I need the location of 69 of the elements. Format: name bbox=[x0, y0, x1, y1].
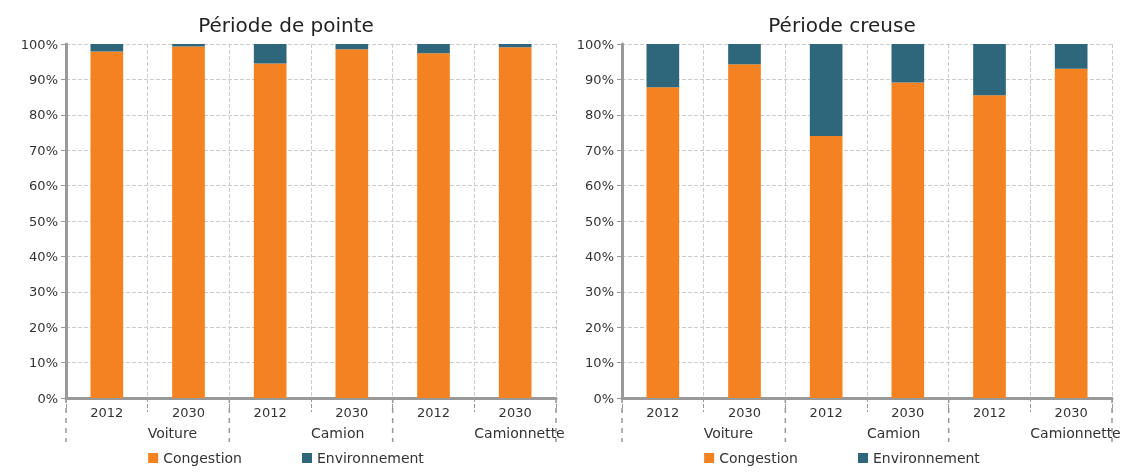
x-tick-label: 2012 bbox=[646, 405, 680, 420]
y-tick-label: 50% bbox=[29, 213, 58, 229]
x-tick-label: 2030 bbox=[1054, 405, 1088, 420]
bar bbox=[253, 44, 287, 64]
x-tick-label: 2030 bbox=[171, 405, 206, 420]
text: Camionnette bbox=[474, 425, 565, 441]
legend-label: Environnement bbox=[316, 450, 425, 466]
y-tick-label: 90% bbox=[29, 71, 58, 87]
text: Camion bbox=[311, 425, 365, 441]
bar bbox=[891, 44, 925, 83]
legend-label: Congestion bbox=[163, 450, 242, 466]
bar bbox=[335, 44, 369, 50]
x-tick-label: 2012 bbox=[416, 405, 451, 420]
y-tick-label: 10% bbox=[585, 355, 614, 371]
bar bbox=[973, 44, 1006, 96]
bar bbox=[90, 44, 124, 52]
y-tick-label: 70% bbox=[29, 142, 58, 158]
x-tick-label: 2030 bbox=[498, 405, 532, 420]
y-tick-label: 40% bbox=[29, 248, 58, 264]
bar bbox=[891, 82, 925, 398]
bar bbox=[728, 64, 761, 398]
y-tick-label: 60% bbox=[585, 178, 614, 194]
bar bbox=[1054, 44, 1088, 69]
y-tick-label: 0% bbox=[37, 390, 58, 406]
bar bbox=[417, 53, 450, 398]
y-tick-label: 80% bbox=[585, 107, 614, 123]
chart-title: Période de pointe bbox=[198, 13, 374, 37]
y-tick-label: 90% bbox=[585, 71, 614, 87]
y-tick-label: 80% bbox=[29, 107, 58, 123]
text: Voiture bbox=[703, 425, 754, 441]
y-tick-label: 50% bbox=[585, 213, 614, 229]
y-tick-label: 100% bbox=[576, 36, 614, 52]
bar bbox=[335, 49, 369, 398]
text: Camion bbox=[867, 425, 921, 441]
bar bbox=[646, 44, 680, 88]
y-tick-label: 30% bbox=[585, 284, 614, 300]
bar bbox=[809, 44, 843, 137]
x-tick-label: 2030 bbox=[891, 405, 925, 420]
legend-label: Congestion bbox=[719, 450, 798, 466]
bar bbox=[498, 47, 532, 398]
bar bbox=[1054, 68, 1088, 398]
legend-label: Environnement bbox=[872, 450, 981, 466]
bar bbox=[809, 136, 843, 398]
y-tick-label: 30% bbox=[29, 284, 58, 300]
bar bbox=[646, 87, 680, 398]
y-tick-label: 60% bbox=[29, 178, 58, 194]
x-tick-label: 2012 bbox=[253, 405, 287, 420]
y-tick-label: 0% bbox=[593, 390, 614, 406]
bar bbox=[172, 46, 205, 398]
y-tick-label: 20% bbox=[29, 319, 58, 335]
y-tick-label: 100% bbox=[20, 36, 58, 52]
y-tick-label: 70% bbox=[585, 142, 614, 158]
x-tick-label: 2030 bbox=[335, 405, 369, 420]
bar bbox=[417, 44, 450, 54]
y-tick-label: 10% bbox=[29, 355, 58, 371]
x-tick-label: 2030 bbox=[727, 405, 762, 420]
bar bbox=[90, 51, 124, 398]
y-tick-label: 20% bbox=[585, 319, 614, 335]
bar bbox=[498, 44, 532, 48]
x-tick-label: 2012 bbox=[809, 405, 843, 420]
bar bbox=[973, 95, 1006, 398]
chart-title: Période creuse bbox=[768, 13, 916, 37]
bar bbox=[728, 44, 761, 65]
x-tick-label: 2012 bbox=[90, 405, 124, 420]
text: Camionnette bbox=[1030, 425, 1121, 441]
x-tick-label: 2012 bbox=[972, 405, 1007, 420]
bar bbox=[253, 63, 287, 398]
y-tick-label: 40% bbox=[585, 248, 614, 264]
text: Voiture bbox=[147, 425, 198, 441]
